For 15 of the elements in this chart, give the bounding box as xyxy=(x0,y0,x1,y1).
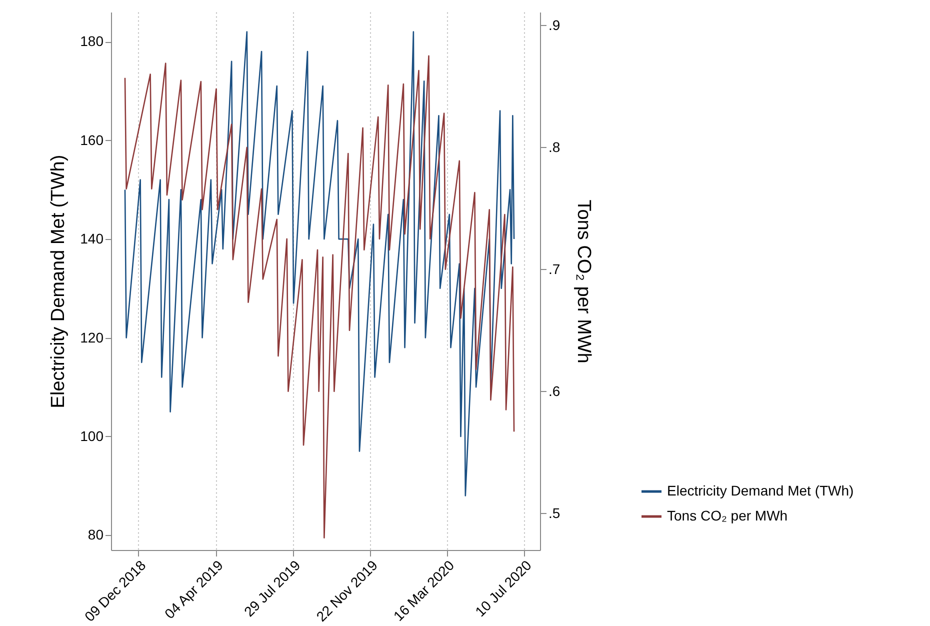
y-tick-label: 100 xyxy=(80,428,104,444)
y-tick-label: 120 xyxy=(80,329,104,346)
y-tick-label: 140 xyxy=(80,230,104,247)
y-tick-label: 180 xyxy=(80,33,104,50)
y2-tick-label: .8 xyxy=(548,138,560,155)
y-tick-label: 80 xyxy=(88,526,104,543)
y2-tick-label: .7 xyxy=(548,260,560,277)
legend-label: Electricity Demand Met (TWh) xyxy=(667,482,854,499)
y2-tick-label: .5 xyxy=(548,504,560,521)
y2-axis-title: Tons CO₂ per MWh xyxy=(573,200,594,364)
legend-label: Tons CO₂ per MWh xyxy=(667,508,788,524)
y-tick-label: 160 xyxy=(80,132,104,148)
y2-tick-label: .9 xyxy=(548,16,560,33)
y2-tick-label: .6 xyxy=(548,382,560,399)
y-axis-title: Electricity Demand Met (TWh) xyxy=(48,154,70,408)
